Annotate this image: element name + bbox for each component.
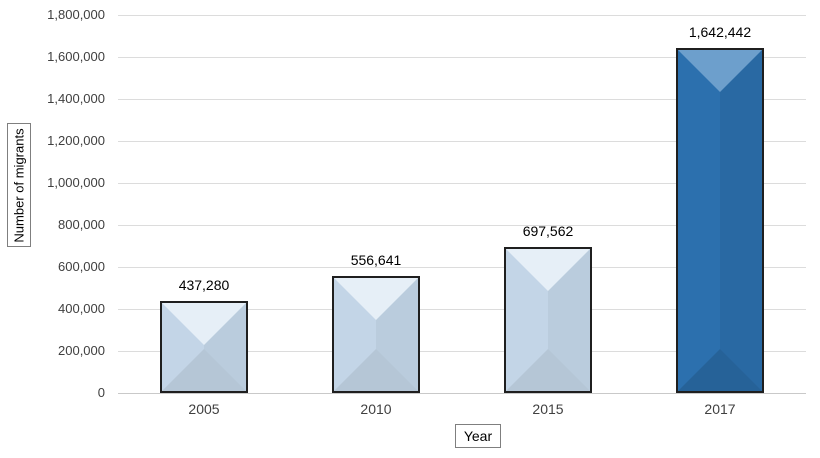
y-tick-label: 600,000 [58, 259, 105, 274]
x-tick-label-2015: 2015 [532, 401, 564, 417]
y-tick-label: 400,000 [58, 301, 105, 316]
gridline [118, 141, 806, 142]
y-tick-label: 800,000 [58, 217, 105, 232]
bar-2010 [332, 276, 420, 393]
y-tick-label: 0 [97, 385, 105, 400]
x-tick-label-2005: 2005 [188, 401, 220, 417]
gridline [118, 309, 806, 310]
bar-bevel [678, 50, 762, 391]
x-axis-title: Year [463, 428, 493, 444]
y-tick-label: 1,400,000 [47, 91, 105, 106]
gridline [118, 225, 806, 226]
bar-bevel [334, 278, 418, 391]
bar-bevel [506, 249, 590, 391]
gridline [118, 267, 806, 268]
y-tick-label: 1,800,000 [47, 7, 105, 22]
y-tick-label: 1,000,000 [47, 175, 105, 190]
value-label-2017: 1,642,442 [688, 24, 752, 40]
bar-2015 [504, 247, 592, 393]
gridline [118, 15, 806, 16]
y-tick-label: 1,600,000 [47, 49, 105, 64]
gridline [118, 183, 806, 184]
y-tick-label: 1,200,000 [47, 133, 105, 148]
value-label-2005: 437,280 [178, 277, 230, 293]
value-label-2010: 556,641 [350, 252, 402, 268]
y-tick-label: 200,000 [58, 343, 105, 358]
x-axis-title-box: Year [455, 424, 501, 448]
y-axis-title: Number of migrants [11, 127, 27, 243]
value-label-2015: 697,562 [522, 223, 574, 239]
gridline [118, 57, 806, 58]
gridline [118, 99, 806, 100]
bar-bevel [162, 303, 246, 391]
bar-2005 [160, 301, 248, 393]
bar-2017 [676, 48, 764, 393]
x-axis-line [118, 393, 806, 394]
x-tick-label-2017: 2017 [704, 401, 736, 417]
gridline [118, 351, 806, 352]
x-tick-label-2010: 2010 [360, 401, 392, 417]
y-axis-title-box: Number of migrants [7, 123, 31, 247]
